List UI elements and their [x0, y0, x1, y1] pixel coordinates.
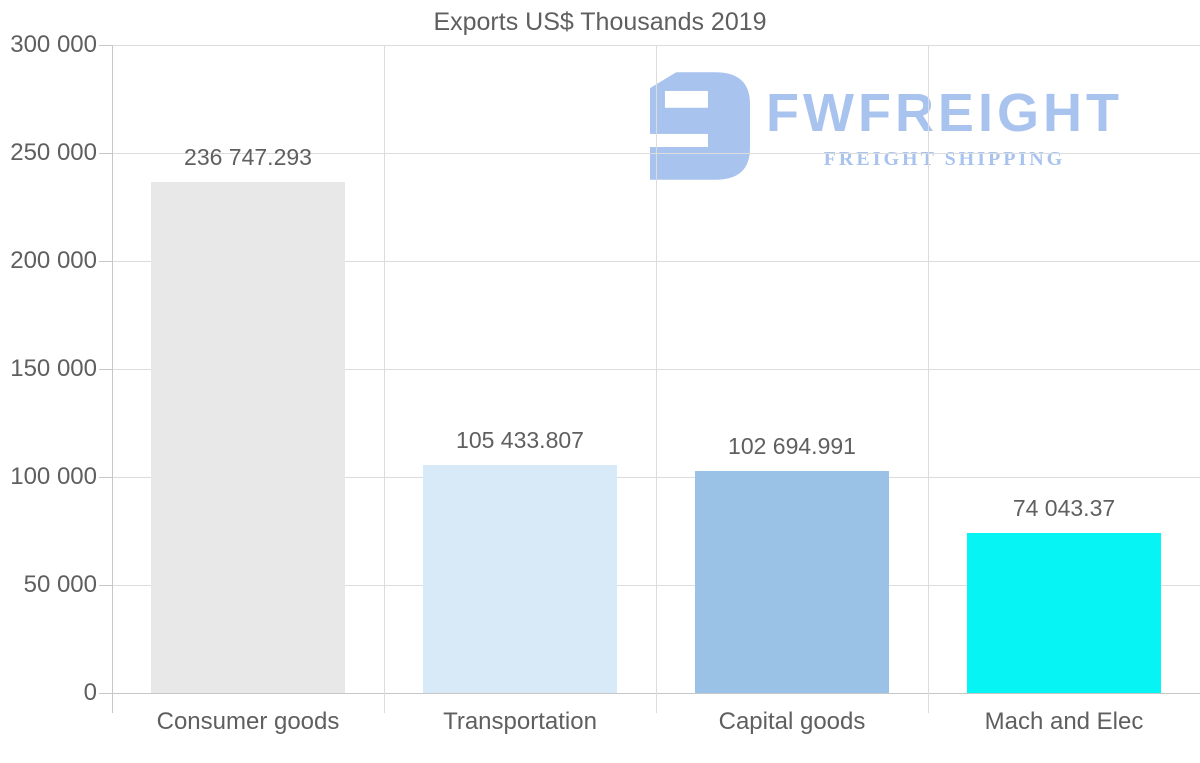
y-axis-tick [99, 153, 112, 154]
y-axis-tick-label: 50 000 [23, 571, 97, 598]
y-axis-tick [99, 477, 112, 478]
x-axis-label: Mach and Elec [984, 708, 1144, 735]
bar-value-label: 74 043.37 [1012, 495, 1116, 522]
y-axis-tick-label: 300 000 [10, 31, 97, 58]
y-axis-tick-label: 200 000 [10, 247, 97, 274]
y-axis-tick [99, 585, 112, 586]
v-gridline [656, 45, 657, 713]
y-axis-tick [99, 693, 112, 694]
bar-value-label: 236 747.293 [184, 143, 312, 170]
brand-text-block: FWFREIGHT FREIGHT SHIPPING [766, 70, 1123, 170]
brand-watermark: FWFREIGHT FREIGHT SHIPPING [650, 70, 1123, 182]
x-axis-label: Consumer goods [156, 708, 340, 735]
bar [151, 181, 345, 693]
bar [967, 533, 1161, 693]
bar-value-label: 105 433.807 [456, 427, 584, 454]
y-axis-tick-label: 100 000 [10, 463, 97, 490]
x-axis-label: Transportation [443, 708, 597, 735]
v-gridline [928, 45, 929, 713]
brand-name: FWFREIGHT [766, 83, 1123, 143]
y-axis-tick-label: 0 [83, 679, 97, 706]
v-gridline [384, 45, 385, 713]
y-axis-tick [99, 261, 112, 262]
y-axis-tick [99, 369, 112, 370]
bar [695, 471, 889, 693]
bar-value-label: 102 694.991 [728, 433, 856, 460]
chart-title: Exports US$ Thousands 2019 [433, 8, 767, 36]
y-axis-tick-label: 150 000 [10, 355, 97, 382]
y-axis-tick-label: 250 000 [10, 139, 97, 166]
brand-tagline: FREIGHT SHIPPING [823, 148, 1066, 170]
y-axis-tick [99, 45, 112, 46]
fwfreight-logo-icon [650, 72, 750, 180]
x-axis-label: Capital goods [718, 708, 866, 735]
bar [423, 465, 617, 693]
y-axis-line [112, 45, 113, 713]
